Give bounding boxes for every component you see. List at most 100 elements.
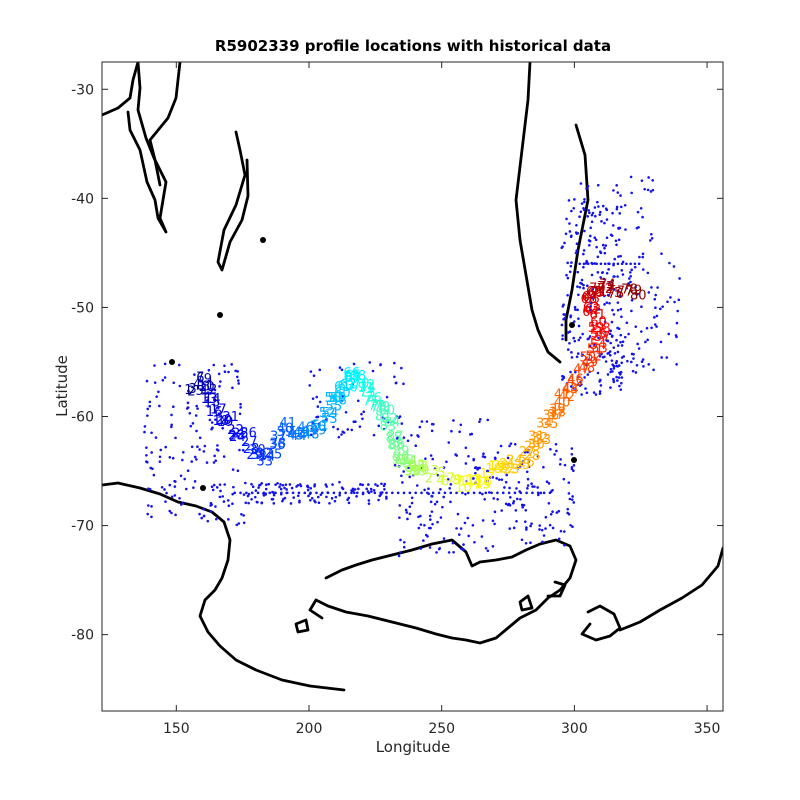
profile-number: 5 (195, 384, 203, 399)
historical-point (428, 514, 432, 518)
historical-point (250, 497, 253, 501)
profile-number: 1 (184, 383, 192, 398)
island (571, 457, 577, 463)
historical-point (400, 422, 404, 425)
historical-point (408, 505, 412, 509)
historical-point (587, 239, 591, 242)
historical-point (143, 425, 147, 428)
historical-point (315, 395, 319, 399)
historical-point (635, 363, 639, 367)
historical-point (674, 334, 678, 337)
historical-point (318, 368, 322, 372)
historical-point (338, 480, 341, 484)
historical-point (593, 294, 597, 298)
historical-point (289, 502, 293, 505)
profile-number: 64 (344, 370, 361, 385)
historical-point (572, 464, 576, 467)
historical-point (350, 428, 354, 432)
historical-point (193, 373, 196, 376)
historical-point (665, 356, 669, 359)
historical-point (350, 491, 353, 495)
historical-point (672, 265, 676, 268)
historical-data-points (143, 175, 681, 558)
historical-point (660, 356, 663, 359)
historical-point (268, 491, 272, 495)
profile-number: 25 (232, 427, 249, 442)
historical-point (236, 370, 240, 373)
profile-number: 98 (409, 459, 426, 474)
historical-point (377, 424, 381, 428)
profile-number: 8 (202, 380, 210, 395)
historical-point (589, 301, 593, 305)
historical-point (573, 339, 577, 343)
historical-point (618, 212, 622, 215)
historical-point (646, 271, 650, 275)
historical-point (620, 262, 624, 266)
historical-point (557, 509, 561, 513)
historical-point (430, 494, 434, 498)
historical-point (570, 498, 574, 501)
historical-point (285, 488, 288, 491)
historical-point (467, 454, 470, 458)
historical-point (386, 420, 390, 424)
historical-point (625, 262, 628, 266)
historical-point (651, 179, 654, 182)
historical-point (614, 239, 618, 243)
historical-point (174, 436, 177, 440)
historical-point (484, 546, 488, 550)
historical-point (597, 336, 600, 340)
historical-point (608, 301, 611, 305)
historical-point (405, 511, 409, 514)
historical-point (402, 382, 405, 386)
historical-point (582, 286, 585, 290)
historical-point (420, 491, 423, 495)
profile-number: 80 (630, 289, 647, 304)
historical-point (588, 344, 592, 348)
historical-point (661, 305, 664, 308)
historical-point (210, 503, 213, 506)
historical-point (659, 340, 663, 344)
historical-point (367, 483, 370, 486)
historical-point (660, 252, 663, 255)
profile-number: 75 (363, 394, 380, 409)
historical-point (507, 491, 511, 495)
historical-point (181, 458, 184, 462)
historical-point (155, 395, 158, 398)
historical-point (239, 491, 242, 495)
historical-point (472, 457, 476, 461)
historical-point (272, 502, 276, 505)
historical-point (165, 491, 168, 495)
historical-point (163, 488, 166, 491)
historical-point (561, 374, 564, 378)
historical-point (478, 466, 481, 470)
historical-point (218, 495, 222, 499)
y-axis-label: Latitude (53, 355, 71, 417)
historical-point (250, 491, 254, 495)
profile-number: 65 (344, 368, 361, 383)
historical-point (572, 206, 576, 210)
historical-point (447, 551, 451, 554)
historical-point (439, 516, 443, 519)
historical-point (562, 317, 565, 321)
historical-point (563, 530, 566, 533)
historical-point (186, 469, 190, 472)
historical-point (478, 491, 482, 495)
historical-point (361, 483, 364, 487)
profile-number: 69 (349, 380, 366, 395)
historical-point (634, 371, 638, 374)
historical-point (603, 320, 607, 324)
historical-point (427, 526, 431, 530)
historical-point (582, 249, 586, 252)
coastline (514, 62, 562, 364)
historical-point (222, 455, 226, 458)
historical-point (451, 541, 455, 545)
profile-number: 61 (589, 308, 606, 323)
historical-point (589, 226, 593, 230)
historical-point (218, 385, 221, 388)
historical-point (257, 486, 260, 489)
historical-point (668, 261, 671, 265)
historical-point (325, 485, 329, 488)
historical-point (213, 454, 216, 458)
historical-point (308, 498, 312, 502)
historical-point (508, 527, 512, 530)
